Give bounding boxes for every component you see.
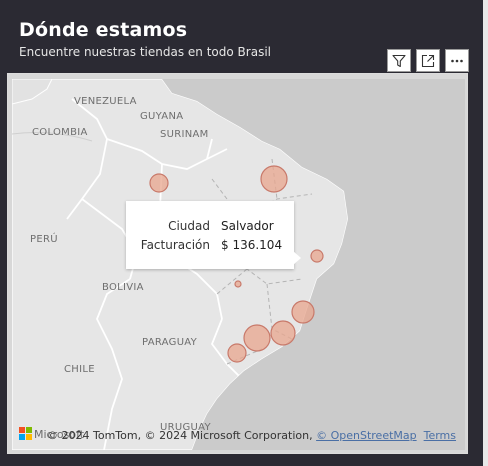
more-options-icon [451, 59, 463, 62]
tooltip-row-revenue: Facturación $ 136.104 [126, 238, 294, 254]
bubble-layer [149, 165, 324, 363]
city-rio[interactable] [270, 320, 296, 346]
tooltip-pointer [293, 251, 301, 265]
label-paraguay: PARAGUAY [142, 337, 198, 348]
terms-link[interactable]: Terms [423, 429, 457, 442]
city-curitiba[interactable] [227, 343, 247, 363]
window-edge [483, 0, 488, 466]
filter-icon [392, 54, 406, 67]
osm-link[interactable]: © OpenStreetMap [316, 429, 417, 442]
city-salvador[interactable] [310, 249, 324, 263]
tooltip-value: Salvador [221, 219, 274, 233]
city-fortaleza[interactable] [260, 165, 288, 193]
visual-title: Dónde estamos [19, 19, 188, 41]
microsoft-brand-text: Microsoft [34, 428, 85, 441]
city-brasilia[interactable] [234, 280, 242, 288]
filter-button[interactable] [387, 49, 411, 72]
city-sao-paulo[interactable] [243, 324, 271, 352]
focus-mode-icon [421, 54, 435, 67]
label-suriname: SURINAM [160, 129, 209, 140]
label-venezuela: VENEZUELA [74, 96, 137, 107]
label-peru: PERÚ [30, 232, 58, 245]
attribution-text: © 2024 TomTom, © 2024 Microsoft Corporat… [47, 429, 317, 442]
label-uruguay: URUGUAY [160, 422, 212, 433]
map-tooltip: Ciudad Salvador Facturación $ 136.104 [126, 201, 301, 269]
label-bolivia: BOLIVIA [102, 282, 144, 293]
tooltip-label: Facturación [140, 238, 210, 252]
map-attribution: © 2024 TomTom, © 2024 Microsoft Corporat… [47, 429, 456, 442]
visual-header-toolbar [387, 49, 469, 73]
microsoft-logo-icon [19, 427, 32, 440]
more-options-button[interactable] [445, 49, 469, 72]
label-chile: CHILE [64, 364, 95, 375]
map-canvas[interactable]: VENEZUELA GUYANA SURINAM COLOMBIA PERÚ B… [7, 73, 468, 454]
focus-mode-button[interactable] [416, 49, 440, 72]
visual-subtitle: Encuentre nuestras tiendas en todo Brasi… [19, 45, 271, 59]
label-colombia: COLOMBIA [32, 127, 88, 138]
tooltip-value: $ 136.104 [221, 238, 283, 252]
tooltip-row-city: Ciudad Salvador [126, 219, 294, 235]
label-guyana: GUYANA [140, 111, 183, 122]
city-manaus[interactable] [149, 173, 169, 193]
city-vitoria[interactable] [291, 300, 315, 324]
tooltip-label: Ciudad [168, 219, 210, 233]
